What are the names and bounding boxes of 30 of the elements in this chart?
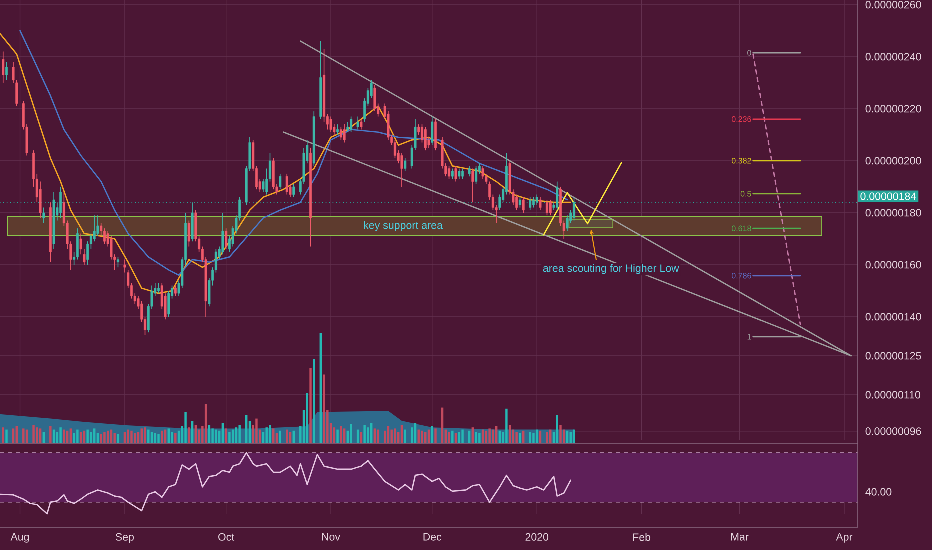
x-tick-label: Oct [218,533,235,541]
annotation: area scouting for Higher Low [543,264,680,274]
series-label: 0.786 [732,273,752,279]
series-label: 0.382 [732,158,752,164]
series-label: 0.236 [732,116,752,122]
x-tick-label: Mar [731,533,749,541]
y-tick-label: 0.00000160 [866,261,922,269]
series-label: 0.5 [740,191,752,197]
series-label: 0 [748,50,752,56]
series-label: 1 [748,334,752,340]
x-tick-label: Dec [424,533,442,541]
series-label: 0.618 [732,226,752,232]
y-tick-label: 0.00000096 [866,428,922,436]
band-label: key support area [364,221,443,232]
text: 40.00 [866,488,892,496]
y-tick-label: 0.00000240 [866,53,922,61]
x-tick-label: Aug [10,533,30,543]
y-tick-label: 0.00000125 [866,352,922,360]
y-tick-label: 0.00000180 [866,209,922,217]
y-tick-label: 0.00000220 [866,105,922,113]
x-tick-label: Sep [116,533,134,544]
y-tick-label: 0.00000110 [866,391,921,399]
x-tick-label: Nov [322,533,340,541]
x-tick-label: Feb [634,533,651,542]
ref-line-label: 0.00000184 [860,192,916,200]
y-tick-label: 0.00000140 [866,313,922,321]
y-tick-label: 0.00000260 [866,1,922,9]
x-tick-label: Apr [836,533,853,543]
y-tick-label: 0.00000200 [866,157,922,165]
x-tick-label: 2020 [526,533,549,541]
